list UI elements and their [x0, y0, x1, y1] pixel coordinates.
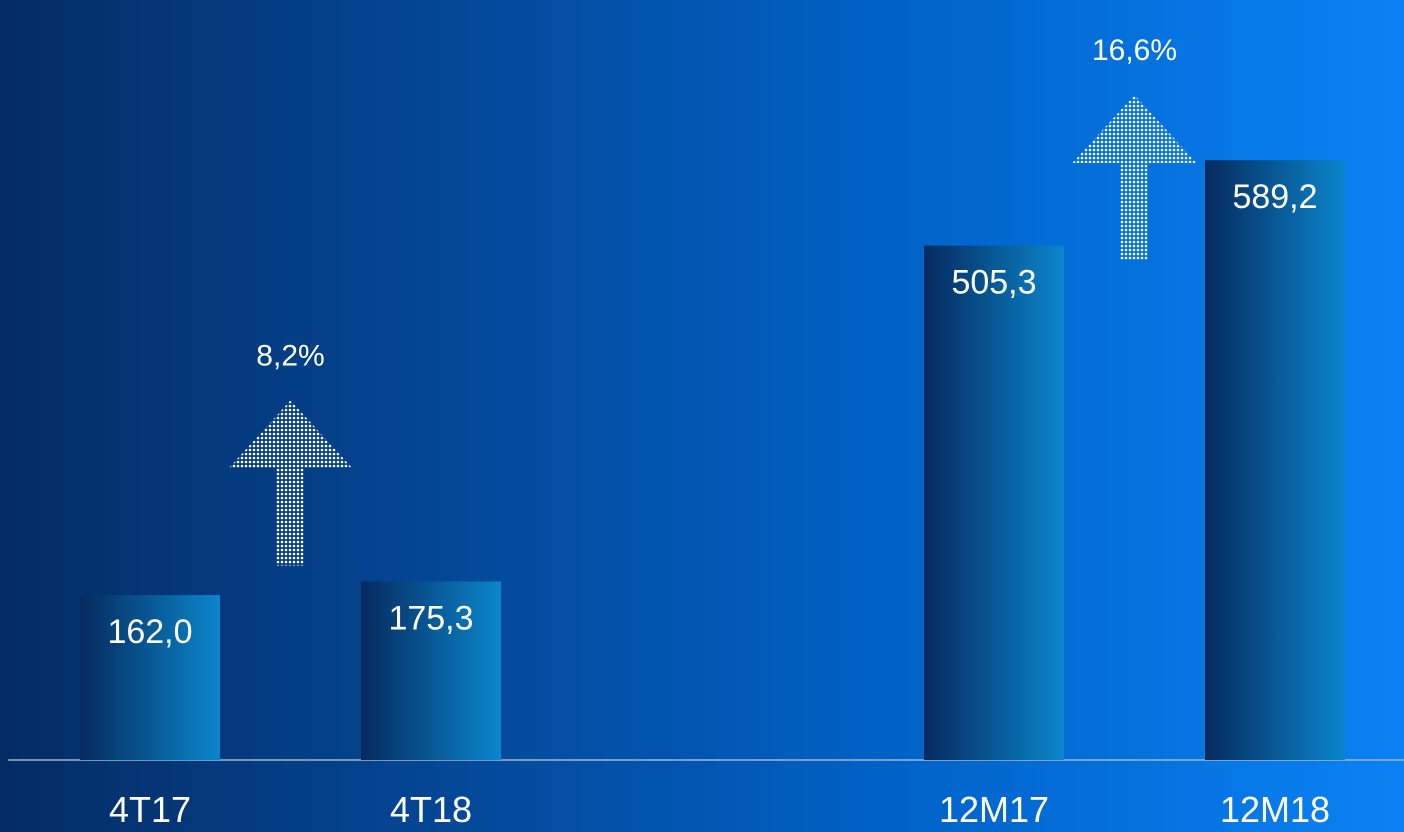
bar-4t17	[80, 595, 220, 760]
tick-label-12m17: 12M17	[939, 789, 1049, 830]
tick-label-12m18: 12M18	[1220, 789, 1330, 830]
up-arrow-icon	[228, 400, 353, 566]
growth-label-2: 16,6%	[1092, 34, 1177, 67]
tick-labels-group: 4T17 4T18 12M17 12M18	[109, 789, 1330, 830]
growth-annotations-group: 8,2% 16,6%	[228, 34, 1197, 566]
growth-label-1: 8,2%	[256, 340, 324, 373]
tick-label-4t18: 4T18	[390, 789, 472, 830]
value-label-12m18: 589,2	[1232, 178, 1317, 216]
value-label-4t18: 175,3	[388, 600, 473, 638]
value-label-4t17: 162,0	[107, 613, 192, 651]
tick-label-4t17: 4T17	[109, 789, 191, 830]
value-labels-group: 162,0 175,3 505,3 589,2	[107, 178, 1317, 651]
bar-12m18	[1205, 160, 1345, 760]
bar-12m17	[924, 245, 1064, 760]
bar-4t18	[361, 581, 501, 760]
up-arrow-icon	[1072, 95, 1197, 260]
value-label-12m17: 505,3	[951, 264, 1036, 302]
bars-group	[80, 160, 1345, 760]
